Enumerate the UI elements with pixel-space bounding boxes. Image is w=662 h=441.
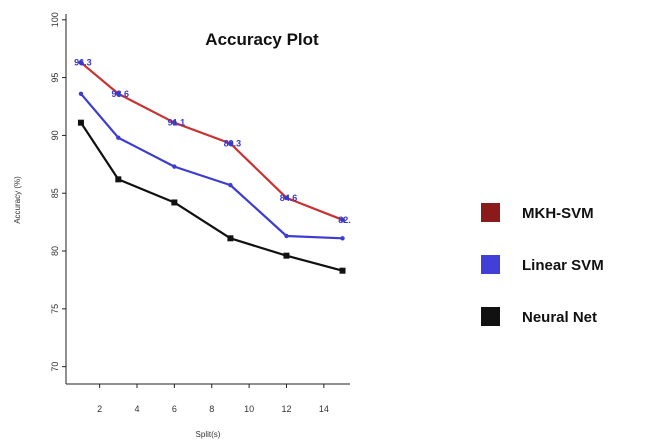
neural-net-point [77, 119, 84, 126]
x-tick-label: 4 [134, 404, 139, 414]
y-axis-label: Accuracy (%) [13, 176, 22, 224]
neural-net-line [80, 122, 343, 272]
x-tick-label: 6 [172, 404, 177, 414]
legend-label: Linear SVM [522, 257, 604, 274]
y-tick-label: 85 [50, 188, 60, 198]
neural-net-point [171, 199, 178, 206]
mkh-svm-point [78, 60, 84, 65]
linear-svm-point [172, 164, 177, 169]
y-tick-label: 75 [50, 304, 60, 314]
mkh-svm-point [115, 91, 121, 97]
x-axis-label: Split(s) [196, 430, 221, 439]
linear-svm-point [284, 233, 289, 239]
y-tick-label: 90 [50, 130, 60, 140]
linear-svm-point [116, 135, 121, 140]
legend-swatch [481, 307, 500, 326]
mkh-svm-data-label: 91.1 [168, 118, 186, 128]
y-ticks: 70 75 80 85 90 95 100 [50, 12, 66, 372]
legend: MKH-SVM Linear SVM Neural Net [481, 203, 604, 326]
mkh-svm-point [228, 141, 233, 146]
mkh-svm-data-label: 89.3 [224, 139, 242, 149]
neural-net-point [283, 252, 290, 259]
legend-swatch [481, 255, 500, 274]
mkh-svm-data-label: 82. [338, 215, 351, 225]
linear-svm-point [340, 236, 345, 241]
x-tick-label: 8 [209, 404, 214, 414]
y-tick-label: 95 [50, 73, 60, 83]
x-tick-label: 2 [97, 404, 102, 414]
series-linear-svm [78, 91, 345, 241]
x-tick-label: 10 [244, 404, 254, 414]
mkh-svm-point [284, 195, 289, 201]
mkh-svm-data-label: 84.6 [280, 193, 298, 203]
series-layer: 96.3 93.6 91.1 89.3 84.6 82. [74, 58, 351, 274]
neural-net-point [115, 176, 122, 183]
x-tick-label: 12 [281, 404, 291, 414]
mkh-svm-point [171, 120, 177, 126]
mkh-svm-line [80, 61, 343, 221]
legend-label: MKH-SVM [522, 205, 594, 222]
legend-swatch [481, 203, 500, 222]
linear-svm-line [80, 93, 343, 240]
x-tick-label: 14 [319, 404, 329, 414]
series-neural-net [77, 119, 346, 274]
legend-item-linear-svm: Linear SVM [481, 255, 604, 274]
y-tick-label: 100 [50, 12, 60, 27]
linear-svm-point [78, 91, 84, 96]
neural-net-point [227, 235, 234, 242]
y-tick-label: 70 [50, 362, 60, 372]
mkh-svm-point [340, 217, 345, 223]
neural-net-point [339, 267, 346, 274]
y-tick-label: 80 [50, 246, 60, 256]
chart-title: Accuracy Plot [205, 30, 319, 49]
legend-item-neural-net: Neural Net [481, 307, 597, 326]
linear-svm-point [228, 182, 233, 188]
mkh-svm-data-label: 93.6 [112, 89, 130, 99]
mkh-svm-data-label: 96.3 [74, 58, 92, 68]
x-ticks: 2 4 6 8 10 12 14 [97, 384, 329, 414]
legend-item-mkh-svm: MKH-SVM [481, 203, 594, 222]
series-mkh-svm: 96.3 93.6 91.1 89.3 84.6 82. [74, 58, 351, 225]
legend-label: Neural Net [522, 309, 597, 326]
